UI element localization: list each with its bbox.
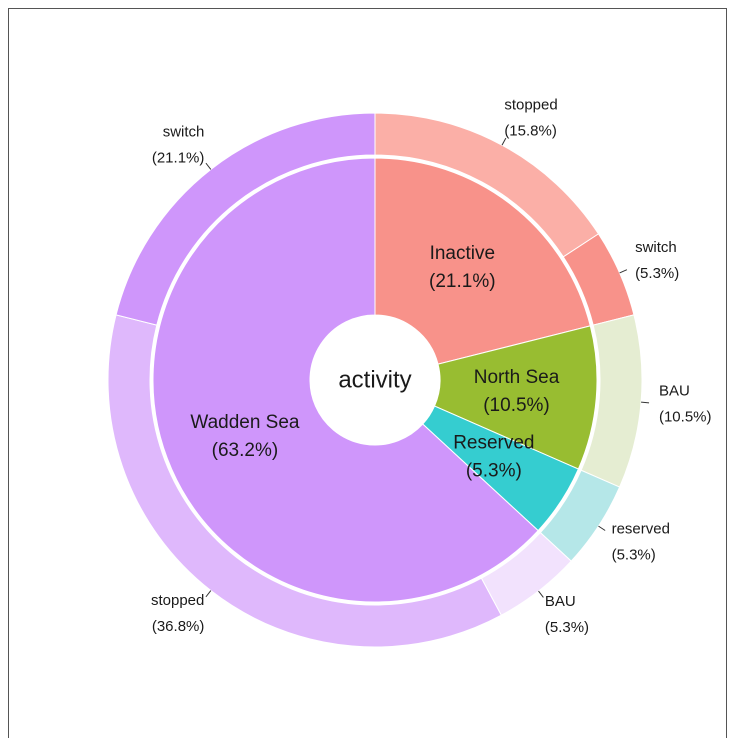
outer-label: BAU [659,383,690,400]
outer-segment [107,314,502,648]
label-tick [205,590,212,598]
outer-value-label: (5.3%) [635,265,679,282]
outer-value-label: (10.5%) [659,409,712,426]
label-tick [641,401,650,404]
outer-label: stopped [151,592,204,609]
inner-label: Wadden Sea [190,412,300,433]
label-tick [205,162,212,170]
outer-value-label: (5.3%) [612,546,656,563]
outer-label: BAU [545,593,576,610]
outer-segment [115,112,376,326]
center-hole [310,315,440,445]
outer-value-label: (36.8%) [152,618,205,635]
inner-value-label: (5.3%) [466,461,522,482]
label-tick [538,590,544,598]
label-tick [619,269,628,274]
inner-value-label: (63.2%) [212,440,279,461]
outer-label: reserved [612,520,670,537]
outer-value-label: (15.8%) [504,123,557,140]
label-tick [598,525,606,531]
center-label: activity [338,366,411,393]
inner-label: North Sea [474,367,560,388]
label-tick [501,137,507,146]
outer-value-label: (21.1%) [152,150,205,167]
inner-value-label: (10.5%) [483,395,550,416]
outer-label: switch [635,239,677,256]
outer-label: switch [163,124,205,141]
inner-label: Inactive [430,243,495,264]
outer-value-label: (5.3%) [545,619,589,636]
inner-value-label: (21.1%) [429,271,496,292]
inner-label: Reserved [453,433,534,454]
outer-label: stopped [504,97,557,114]
